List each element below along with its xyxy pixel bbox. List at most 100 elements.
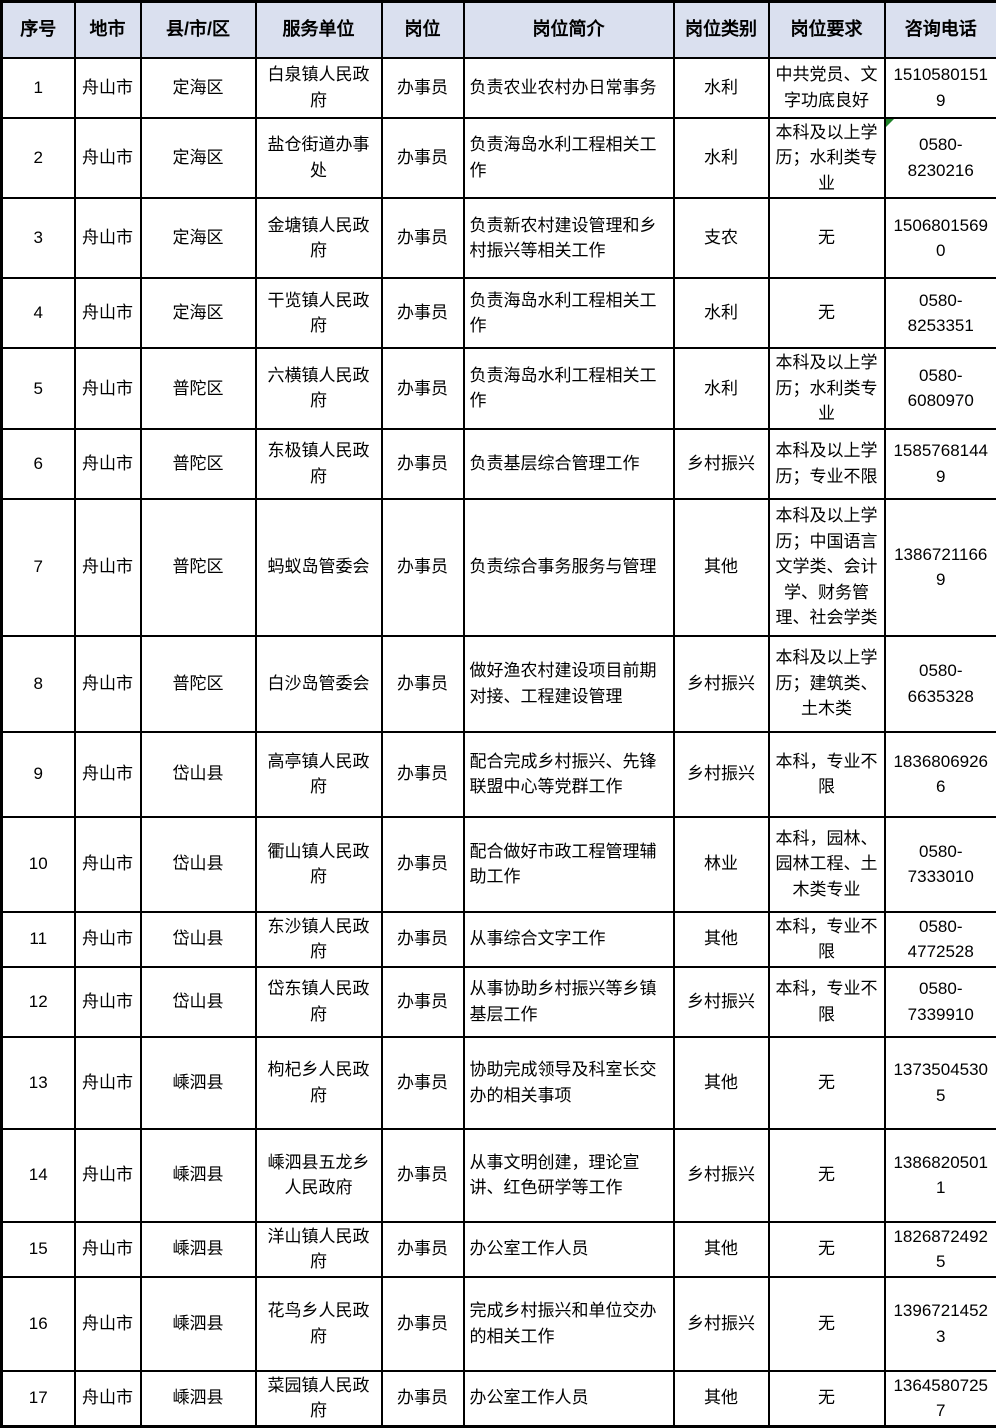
- cell-city-text: 舟山市: [82, 764, 133, 783]
- cell-unit: 枸杞乡人民政府: [256, 1037, 382, 1129]
- cell-unit: 盐仓街道办事处: [256, 118, 382, 199]
- cell-district-text: 嵊泗县: [173, 1388, 224, 1407]
- cell-city-text: 舟山市: [82, 78, 133, 97]
- cell-position: 办事员: [382, 1037, 464, 1129]
- cell-unit-text: 枸杞乡人民政府: [268, 1060, 370, 1105]
- cell-description: 配合做好市政工程管理辅助工作: [464, 817, 674, 912]
- cell-description: 负责新农村建设管理和乡村振兴等相关工作: [464, 198, 674, 278]
- cell-phone-text: 0580-8253351: [908, 291, 974, 336]
- cell-phone: 13868205011: [885, 1129, 996, 1222]
- cell-district: 普陀区: [141, 636, 256, 732]
- cell-position-text: 办事员: [397, 674, 448, 693]
- cell-city: 舟山市: [75, 118, 141, 199]
- cell-position-text: 办事员: [397, 148, 448, 167]
- cell-description-text: 负责海岛水利工程相关工作: [470, 135, 657, 180]
- cell-category-text: 乡村振兴: [687, 764, 755, 783]
- cell-no-text: 14: [29, 1165, 48, 1184]
- cell-phone-text: 15857681449: [893, 441, 988, 486]
- cell-position: 办事员: [382, 636, 464, 732]
- cell-phone: 0580- 8230216: [885, 118, 996, 199]
- cell-requirement: 无: [769, 1222, 885, 1277]
- cell-district: 定海区: [141, 58, 256, 118]
- cell-description-text: 协助完成领导及科室长交办的相关事项: [470, 1060, 657, 1105]
- cell-category-text: 水利: [704, 303, 738, 322]
- cell-district: 岱山县: [141, 817, 256, 912]
- cell-requirement-text: 本科，园林、园林工程、土木类专业: [776, 829, 878, 899]
- cell-category: 水利: [674, 118, 769, 199]
- cell-phone-text: 0580-7333010: [908, 842, 974, 887]
- cell-description-text: 办公室工作人员: [470, 1239, 589, 1258]
- cell-district: 定海区: [141, 198, 256, 278]
- cell-phone: 0580-6080970: [885, 348, 996, 429]
- cell-category: 水利: [674, 278, 769, 348]
- cell-no-text: 12: [29, 992, 48, 1011]
- cell-description: 从事文明创建，理论宣讲、红色研学等工作: [464, 1129, 674, 1222]
- cell-position: 办事员: [382, 967, 464, 1037]
- error-indicator-icon: [886, 119, 894, 127]
- cell-unit: 岱东镇人民政府: [256, 967, 382, 1037]
- cell-description-text: 办公室工作人员: [470, 1388, 589, 1407]
- cell-position: 办事员: [382, 732, 464, 817]
- cell-no: 7: [2, 499, 75, 636]
- cell-position: 办事员: [382, 1129, 464, 1222]
- cell-category: 其他: [674, 1037, 769, 1129]
- cell-position-text: 办事员: [397, 1239, 448, 1258]
- cell-requirement-text: 无: [818, 1165, 835, 1184]
- cell-description: 负责海岛水利工程相关工作: [464, 118, 674, 199]
- cell-position: 办事员: [382, 278, 464, 348]
- cell-city-text: 舟山市: [82, 228, 133, 247]
- cell-district-text: 普陀区: [173, 557, 224, 576]
- cell-no-text: 2: [34, 148, 43, 167]
- cell-district: 嵊泗县: [141, 1277, 256, 1371]
- cell-description-text: 负责综合事务服务与管理: [470, 557, 657, 576]
- cell-city-text: 舟山市: [82, 929, 133, 948]
- cell-requirement-text: 本科及以上学历；中国语言文学类、会计学、财务管理、社会学类: [776, 506, 878, 627]
- cell-description: 负责综合事务服务与管理: [464, 499, 674, 636]
- cell-category: 支农: [674, 198, 769, 278]
- cell-category: 水利: [674, 348, 769, 429]
- cell-city-text: 舟山市: [82, 854, 133, 873]
- cell-district-text: 岱山县: [173, 992, 224, 1011]
- cell-requirement-text: 无: [818, 1388, 835, 1407]
- cell-city-text: 舟山市: [82, 1388, 133, 1407]
- cell-district-text: 定海区: [173, 303, 224, 322]
- cell-position-text: 办事员: [397, 78, 448, 97]
- cell-phone-text: 0580- 8230216: [908, 135, 974, 180]
- cell-position-text: 办事员: [397, 454, 448, 473]
- cell-phone-text: 13868205011: [893, 1153, 988, 1198]
- cell-requirement-text: 本科及以上学历；建筑类、土木类: [776, 648, 878, 718]
- cell-position-text: 办事员: [397, 1165, 448, 1184]
- cell-requirement-text: 无: [818, 1239, 835, 1258]
- cell-no-text: 13: [29, 1073, 48, 1092]
- cell-requirement: 无: [769, 198, 885, 278]
- cell-no-text: 11: [29, 929, 47, 948]
- cell-position: 办事员: [382, 1371, 464, 1427]
- cell-position-text: 办事员: [397, 228, 448, 247]
- cell-city: 舟山市: [75, 499, 141, 636]
- cell-district-text: 岱山县: [173, 854, 224, 873]
- cell-no: 9: [2, 732, 75, 817]
- cell-requirement: 无: [769, 1037, 885, 1129]
- cell-phone: 0580-7339910: [885, 967, 996, 1037]
- cell-description-text: 负责农业农村办日常事务: [470, 78, 657, 97]
- cell-phone: 18368069266: [885, 732, 996, 817]
- cell-category-text: 水利: [704, 78, 738, 97]
- cell-no-text: 7: [34, 557, 43, 576]
- cell-position: 办事员: [382, 817, 464, 912]
- cell-category-text: 乡村振兴: [687, 992, 755, 1011]
- column-header-description: 岗位简介: [464, 2, 674, 58]
- cell-unit: 高亭镇人民政府: [256, 732, 382, 817]
- cell-position: 办事员: [382, 499, 464, 636]
- cell-category: 其他: [674, 499, 769, 636]
- cell-no: 17: [2, 1371, 75, 1427]
- cell-city: 舟山市: [75, 58, 141, 118]
- cell-no: 5: [2, 348, 75, 429]
- cell-category: 乡村振兴: [674, 967, 769, 1037]
- cell-phone-text: 0580-7339910: [908, 979, 974, 1024]
- cell-no-text: 5: [34, 379, 43, 398]
